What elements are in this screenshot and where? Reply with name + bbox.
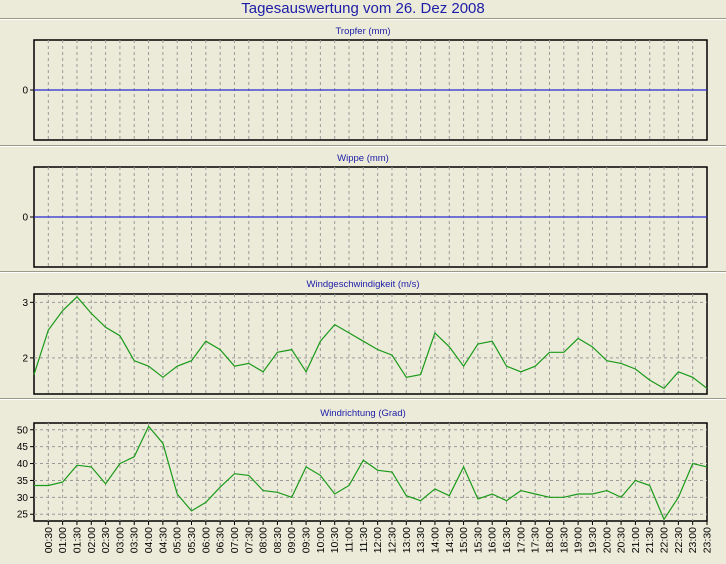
separator <box>0 145 726 147</box>
x-tick-label: 11:30 <box>358 527 370 553</box>
x-tick-label: 19:30 <box>587 527 599 553</box>
x-tick-label: 18:30 <box>558 527 570 553</box>
x-tick-label: 16:30 <box>501 527 513 553</box>
x-tick-label: 07:30 <box>243 527 255 553</box>
x-tick-label: 21:30 <box>644 527 656 553</box>
series-line <box>34 425 708 521</box>
separator <box>0 271 726 273</box>
x-tick-label: 17:00 <box>515 527 527 553</box>
x-tick-label: 18:00 <box>544 527 556 553</box>
x-tick-label: 09:30 <box>301 527 313 553</box>
y-tick-label: 40 <box>17 459 29 470</box>
x-tick-label: 06:30 <box>215 527 227 553</box>
panel-title-windgeschwindigkeit: Windgeschwindigkeit (m/s) <box>306 279 420 290</box>
x-tick-label: 10:00 <box>315 527 327 553</box>
x-tick-label: 17:30 <box>530 527 542 553</box>
x-tick-label: 23:00 <box>687 527 699 553</box>
x-tick-label: 15:00 <box>458 527 470 553</box>
series-line <box>33 295 708 390</box>
x-tick-label: 14:00 <box>429 527 441 553</box>
y-tick-label: 25 <box>17 510 29 521</box>
panel-title-windrichtung: Windrichtung (Grad) <box>320 408 406 419</box>
x-tick-label: 19:00 <box>573 527 585 553</box>
page-title: Tagesauswertung vom 26. Dez 2008 <box>241 0 485 17</box>
x-tick-label: 04:00 <box>143 527 155 553</box>
plot-area <box>33 293 708 395</box>
x-tick-label: 10:30 <box>329 527 341 553</box>
y-tick-label: 30 <box>17 493 29 504</box>
x-tick-label: 05:00 <box>172 527 184 553</box>
x-tick-label: 23:30 <box>702 527 714 553</box>
x-tick-label: 20:30 <box>616 527 628 553</box>
x-tick-label: 12:00 <box>372 527 384 553</box>
x-tick-label: 06:00 <box>200 527 212 553</box>
x-tick-label: 01:00 <box>57 527 69 553</box>
x-tick-label: 12:30 <box>386 527 398 553</box>
x-tick-label: 02:00 <box>86 527 98 553</box>
y-tick-label: 0 <box>22 213 28 224</box>
panel-title-tropfer: Tropfer (mm) <box>335 26 391 37</box>
y-tick-label: 0 <box>22 86 28 97</box>
plot-area <box>33 422 708 522</box>
x-tick-label: 00:30 <box>43 527 55 553</box>
y-tick-label: 3 <box>22 298 28 309</box>
x-tick-label: 11:00 <box>344 527 356 553</box>
y-tick-label: 35 <box>17 476 29 487</box>
x-tick-label: 20:00 <box>601 527 613 553</box>
x-tick-label: 22:00 <box>659 527 671 553</box>
x-tick-label: 14:30 <box>444 527 456 553</box>
x-tick-label: 16:00 <box>487 527 499 553</box>
y-tick-label: 2 <box>22 353 28 364</box>
x-tick-label: 08:30 <box>272 527 284 553</box>
separator <box>0 398 726 400</box>
x-tick-label: 02:30 <box>100 527 112 553</box>
y-tick-label: 50 <box>17 425 29 436</box>
y-tick-label: 45 <box>17 442 29 453</box>
x-tick-label: 21:00 <box>630 527 642 553</box>
separator <box>0 18 726 20</box>
x-tick-label: 04:30 <box>157 527 169 553</box>
x-tick-label: 03:30 <box>129 527 141 553</box>
x-tick-label: 13:30 <box>415 527 427 553</box>
x-tick-label: 22:30 <box>673 527 685 553</box>
x-tick-label: 01:30 <box>71 527 83 553</box>
x-tick-label: 09:00 <box>286 527 298 553</box>
x-tick-label: 05:30 <box>186 527 198 553</box>
x-tick-label: 13:00 <box>401 527 413 553</box>
x-tick-label: 07:00 <box>229 527 241 553</box>
x-tick-label: 03:00 <box>114 527 126 553</box>
x-tick-label: 15:30 <box>472 527 484 553</box>
x-tick-label: 08:00 <box>258 527 270 553</box>
panel-title-wippe: Wippe (mm) <box>337 153 389 164</box>
